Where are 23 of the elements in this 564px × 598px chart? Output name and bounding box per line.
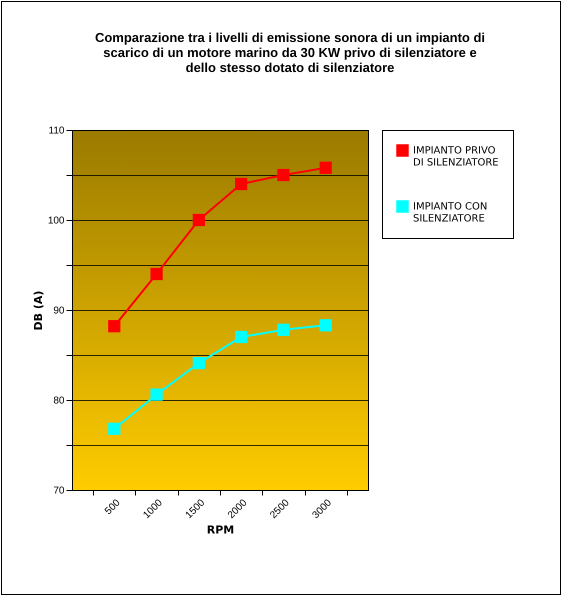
- point: [108, 422, 120, 435]
- point: [108, 320, 120, 332]
- point: [235, 330, 248, 344]
- chart-title: Comparazione tra i livelli di emissione sonora di un impianto di scarico di un motore marino da 30 KW privo di silenziatore e dello stesso dotato di silenziatore: [94, 30, 486, 75]
- x-axis-title: RPM: [206, 523, 234, 536]
- point: [235, 178, 248, 190]
- point: [320, 162, 332, 174]
- legend-label: IMPIANTO PRIVO DI SILENZIATORE: [413, 146, 499, 168]
- y-tick-label: 90: [53, 306, 65, 316]
- y-tick-label: 70: [53, 486, 65, 496]
- legend-label: IMPIANTO CON SILENZIATORE: [413, 202, 488, 224]
- point: [192, 214, 205, 226]
- point: [277, 168, 290, 182]
- point: [277, 324, 290, 336]
- point: [150, 388, 163, 401]
- point: [150, 268, 163, 280]
- y-axis-title: DB (A): [32, 290, 45, 330]
- y-tick-label: 80: [53, 396, 65, 406]
- y-tick-label: 110: [48, 126, 65, 136]
- y-tick-label: 100: [48, 216, 65, 226]
- point: [320, 319, 332, 332]
- x-tick-label: 500: [102, 497, 123, 518]
- point: [192, 356, 205, 370]
